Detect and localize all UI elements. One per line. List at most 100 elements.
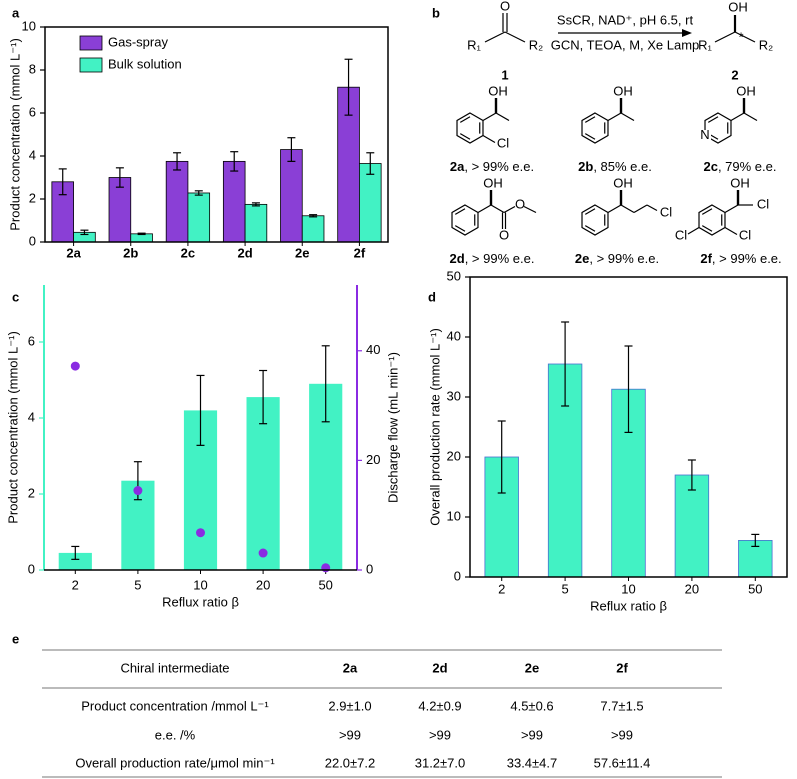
- scatter-point: [70, 361, 80, 371]
- x-tick-label: 2b: [123, 245, 138, 260]
- error-bar: [287, 137, 296, 162]
- table-header: 2e: [525, 660, 539, 675]
- table-cell: 7.7±1.5: [600, 698, 643, 713]
- x-tick-label: 20: [256, 577, 270, 592]
- scatter-point: [258, 548, 268, 558]
- bond: [687, 226, 700, 235]
- atom: O: [515, 196, 525, 211]
- bond: [701, 225, 713, 232]
- y-tick-label: 2: [29, 190, 36, 205]
- atom: R₂: [759, 37, 773, 52]
- table-cell: >99: [521, 727, 543, 742]
- panel-label: b: [432, 5, 440, 20]
- y2-axis-label: Discharge flow (mL min⁻¹): [385, 352, 400, 503]
- y-tick-label: 30: [447, 388, 461, 403]
- x-tick-label: 10: [193, 577, 207, 592]
- bar: [165, 160, 189, 243]
- legend-label: Gas-spray: [108, 34, 168, 49]
- bond: [503, 205, 516, 214]
- bond: [620, 204, 635, 214]
- plot-frame: [44, 26, 389, 243]
- table-cell: >99: [429, 727, 451, 742]
- y-tick-label: 0: [454, 568, 461, 583]
- bar: [222, 160, 246, 243]
- bond: [714, 31, 736, 43]
- scatter-point: [321, 563, 331, 573]
- bond: [584, 225, 596, 232]
- atom: OH: [613, 83, 633, 98]
- panel-label: a: [12, 5, 20, 20]
- compound-ee: , > 99% e.e.: [712, 251, 782, 266]
- table-cell: 4.2±0.9: [418, 698, 461, 713]
- error-bar: [624, 345, 633, 433]
- ring: [451, 204, 479, 236]
- table-header: 2a: [343, 660, 358, 675]
- plot-frame: [469, 276, 788, 578]
- y-tick-label: 8: [29, 61, 36, 76]
- table-header: 2f: [616, 660, 628, 675]
- atom: O: [500, 0, 510, 13]
- y-axis-label: Product concentration (mmol L⁻¹): [5, 331, 20, 524]
- compound-number: 1: [501, 67, 508, 82]
- x-tick-label: 2f: [354, 245, 366, 260]
- compound-label: 2c, 79% e.e.: [703, 159, 776, 174]
- y-axis-label: Overall production rate (mmol L⁻¹): [427, 328, 442, 526]
- bond: [584, 116, 596, 123]
- table-cell: >99: [611, 727, 633, 742]
- bond: [490, 204, 505, 214]
- bond: [584, 133, 596, 140]
- bar: [58, 552, 92, 570]
- table-cell: 31.2±7.0: [415, 755, 466, 770]
- table-cell: >99: [339, 727, 361, 742]
- table-cell: 33.4±4.7: [507, 755, 558, 770]
- panel-label: c: [12, 289, 19, 304]
- table-cell: 4.5±0.6: [510, 698, 553, 713]
- error-bar: [58, 168, 67, 196]
- table-cell: e.e. /%: [155, 727, 196, 742]
- y-tick-label: 0: [28, 561, 35, 576]
- x-tick-label: 10: [621, 581, 635, 596]
- error-bar: [321, 345, 330, 423]
- error-bar: [561, 321, 570, 407]
- bond: [482, 112, 497, 122]
- x-tick-label: 20: [685, 581, 699, 596]
- table-cell: 57.6±11.4: [594, 755, 651, 770]
- bar: [280, 149, 303, 243]
- ring: [704, 112, 732, 144]
- scatter-point: [196, 528, 205, 538]
- compound-label: 2b, 85% e.e.: [578, 159, 652, 174]
- error-bar: [366, 152, 375, 175]
- error-bar: [194, 190, 203, 196]
- error-bar: [137, 232, 146, 236]
- bond: [701, 208, 713, 215]
- y2-tick-label: 20: [366, 452, 380, 467]
- atom: Cl: [739, 227, 751, 242]
- table-header: 2d: [432, 660, 447, 675]
- y-tick-label: 4: [29, 147, 36, 162]
- compound-number: 2: [731, 67, 738, 82]
- error-bar: [115, 167, 124, 188]
- error-bar: [259, 369, 268, 425]
- bond: [724, 204, 739, 214]
- atom: O: [499, 227, 509, 242]
- ring: [456, 112, 484, 144]
- scatter-point: [133, 486, 143, 496]
- x-tick-label: 5: [561, 581, 568, 596]
- compound-id: 2e: [575, 251, 589, 266]
- y-tick-label: 0: [29, 233, 36, 248]
- atom: N: [700, 127, 709, 142]
- error-bar: [687, 459, 696, 491]
- x-tick-label: 5: [134, 577, 141, 592]
- x-tick-label: 2a: [66, 245, 81, 260]
- atom: R₁: [467, 37, 481, 52]
- atom: Cl: [497, 135, 509, 150]
- y2-tick-label: 40: [366, 342, 380, 357]
- compound-ee: , > 99% e.e.: [465, 251, 535, 266]
- error-bar: [309, 214, 318, 218]
- bond: [743, 112, 758, 122]
- bond: [730, 112, 745, 122]
- y-axis-label: Product concentration (mmol L⁻¹): [7, 38, 22, 231]
- y-tick-label: 2: [28, 485, 35, 500]
- y-tick-label: 50: [447, 268, 461, 283]
- table-cell: 22.0±7.2: [325, 755, 376, 770]
